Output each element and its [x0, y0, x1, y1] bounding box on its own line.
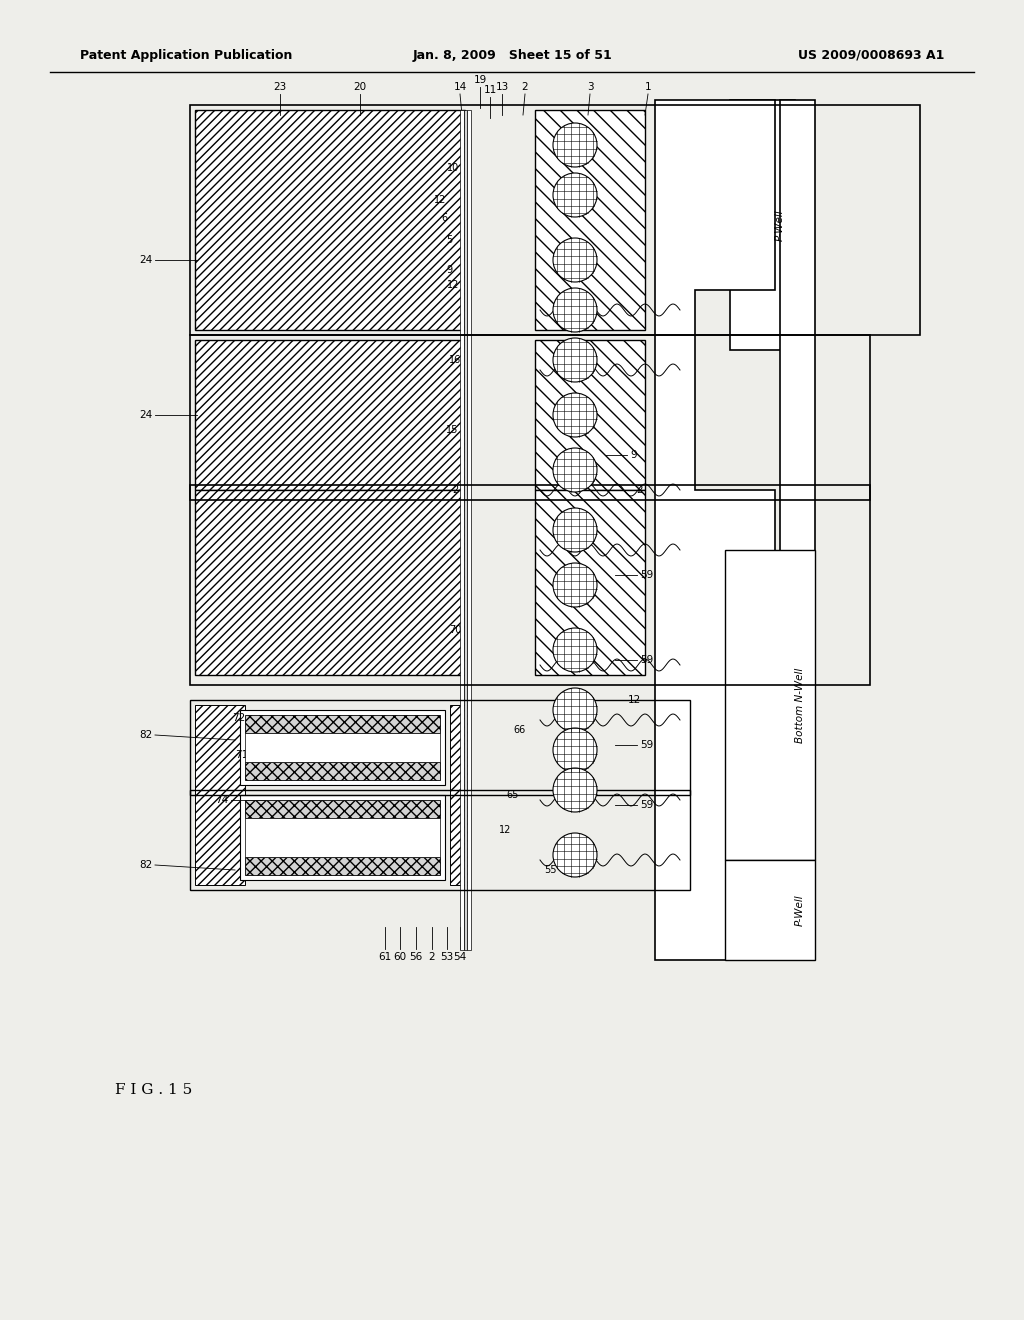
Circle shape [553, 393, 597, 437]
Text: P-Well: P-Well [775, 209, 785, 240]
Circle shape [553, 288, 597, 333]
Bar [195, 705, 245, 795]
Text: 9: 9 [630, 450, 637, 459]
Bar [450, 705, 470, 795]
Text: 2: 2 [429, 952, 435, 962]
Text: 59: 59 [640, 570, 653, 579]
Text: F I G . 1 5: F I G . 1 5 [115, 1082, 193, 1097]
Text: 10: 10 [446, 162, 459, 173]
Circle shape [553, 688, 597, 733]
Text: 5: 5 [445, 235, 453, 246]
Bar [725, 861, 815, 960]
Bar [245, 800, 440, 818]
Circle shape [553, 729, 597, 772]
Bar [190, 700, 690, 795]
Bar [240, 710, 445, 785]
Bar [464, 110, 467, 950]
Bar [245, 857, 440, 875]
Bar [730, 100, 795, 350]
Circle shape [553, 123, 597, 168]
Text: 2: 2 [452, 484, 458, 495]
Text: 3: 3 [587, 82, 593, 92]
Bar [450, 795, 470, 884]
Bar [195, 110, 465, 330]
Bar [195, 490, 465, 675]
Text: Bottom N-Well: Bottom N-Well [795, 668, 805, 743]
Text: 71: 71 [234, 750, 248, 760]
Bar [460, 110, 464, 950]
Bar [240, 795, 445, 880]
Bar [535, 341, 645, 490]
Bar [725, 550, 815, 861]
Text: 6: 6 [441, 213, 447, 223]
Text: 54: 54 [454, 952, 467, 962]
Text: Patent Application Publication: Patent Application Publication [80, 49, 293, 62]
Text: 60: 60 [393, 952, 407, 962]
Bar [535, 110, 645, 330]
Text: 2: 2 [636, 484, 643, 495]
Circle shape [553, 833, 597, 876]
Polygon shape [655, 100, 775, 960]
Text: 9: 9 [445, 265, 452, 275]
Circle shape [553, 628, 597, 672]
Text: 55: 55 [544, 865, 556, 875]
Bar [190, 789, 690, 890]
Text: 66: 66 [514, 725, 526, 735]
Text: 74: 74 [215, 795, 228, 805]
Text: 12: 12 [434, 195, 446, 205]
Bar [467, 110, 471, 950]
Text: 12: 12 [628, 696, 641, 705]
Text: US 2009/0008693 A1: US 2009/0008693 A1 [798, 49, 944, 62]
Text: 82: 82 [138, 861, 152, 870]
Text: 72: 72 [231, 713, 245, 723]
Circle shape [553, 238, 597, 282]
Bar [190, 106, 920, 335]
Text: 19: 19 [473, 75, 486, 84]
Text: 59: 59 [640, 655, 653, 665]
Bar [535, 490, 645, 675]
Circle shape [553, 447, 597, 492]
Bar [190, 335, 870, 500]
Text: 12: 12 [446, 280, 459, 290]
Circle shape [553, 508, 597, 552]
Text: 1: 1 [645, 82, 651, 92]
Bar [245, 733, 440, 762]
Circle shape [553, 768, 597, 812]
Text: 82: 82 [138, 730, 152, 741]
Text: 16: 16 [449, 355, 461, 366]
Text: 13: 13 [496, 82, 509, 92]
Text: 23: 23 [273, 82, 287, 92]
Text: 56: 56 [410, 952, 423, 962]
Bar [190, 484, 870, 685]
Text: 59: 59 [640, 800, 653, 810]
Text: 12: 12 [499, 825, 511, 836]
Text: 14: 14 [454, 82, 467, 92]
Text: 59: 59 [640, 741, 653, 750]
Text: 2: 2 [521, 82, 528, 92]
Text: 65: 65 [507, 789, 519, 800]
Circle shape [553, 338, 597, 381]
Text: Jan. 8, 2009   Sheet 15 of 51: Jan. 8, 2009 Sheet 15 of 51 [412, 49, 612, 62]
Polygon shape [780, 100, 815, 960]
Bar [245, 762, 440, 780]
Text: 20: 20 [353, 82, 367, 92]
Text: 11: 11 [483, 84, 497, 95]
Text: 15: 15 [445, 425, 458, 436]
Bar [245, 818, 440, 857]
Text: 53: 53 [440, 952, 454, 962]
Text: 70: 70 [449, 624, 461, 635]
Text: 61: 61 [379, 952, 391, 962]
Text: P-Well: P-Well [795, 894, 805, 925]
Bar [195, 795, 245, 884]
Bar [245, 715, 440, 733]
Circle shape [553, 173, 597, 216]
Bar [195, 341, 465, 490]
Text: 24: 24 [138, 411, 152, 420]
Text: 24: 24 [138, 255, 152, 265]
Circle shape [553, 564, 597, 607]
